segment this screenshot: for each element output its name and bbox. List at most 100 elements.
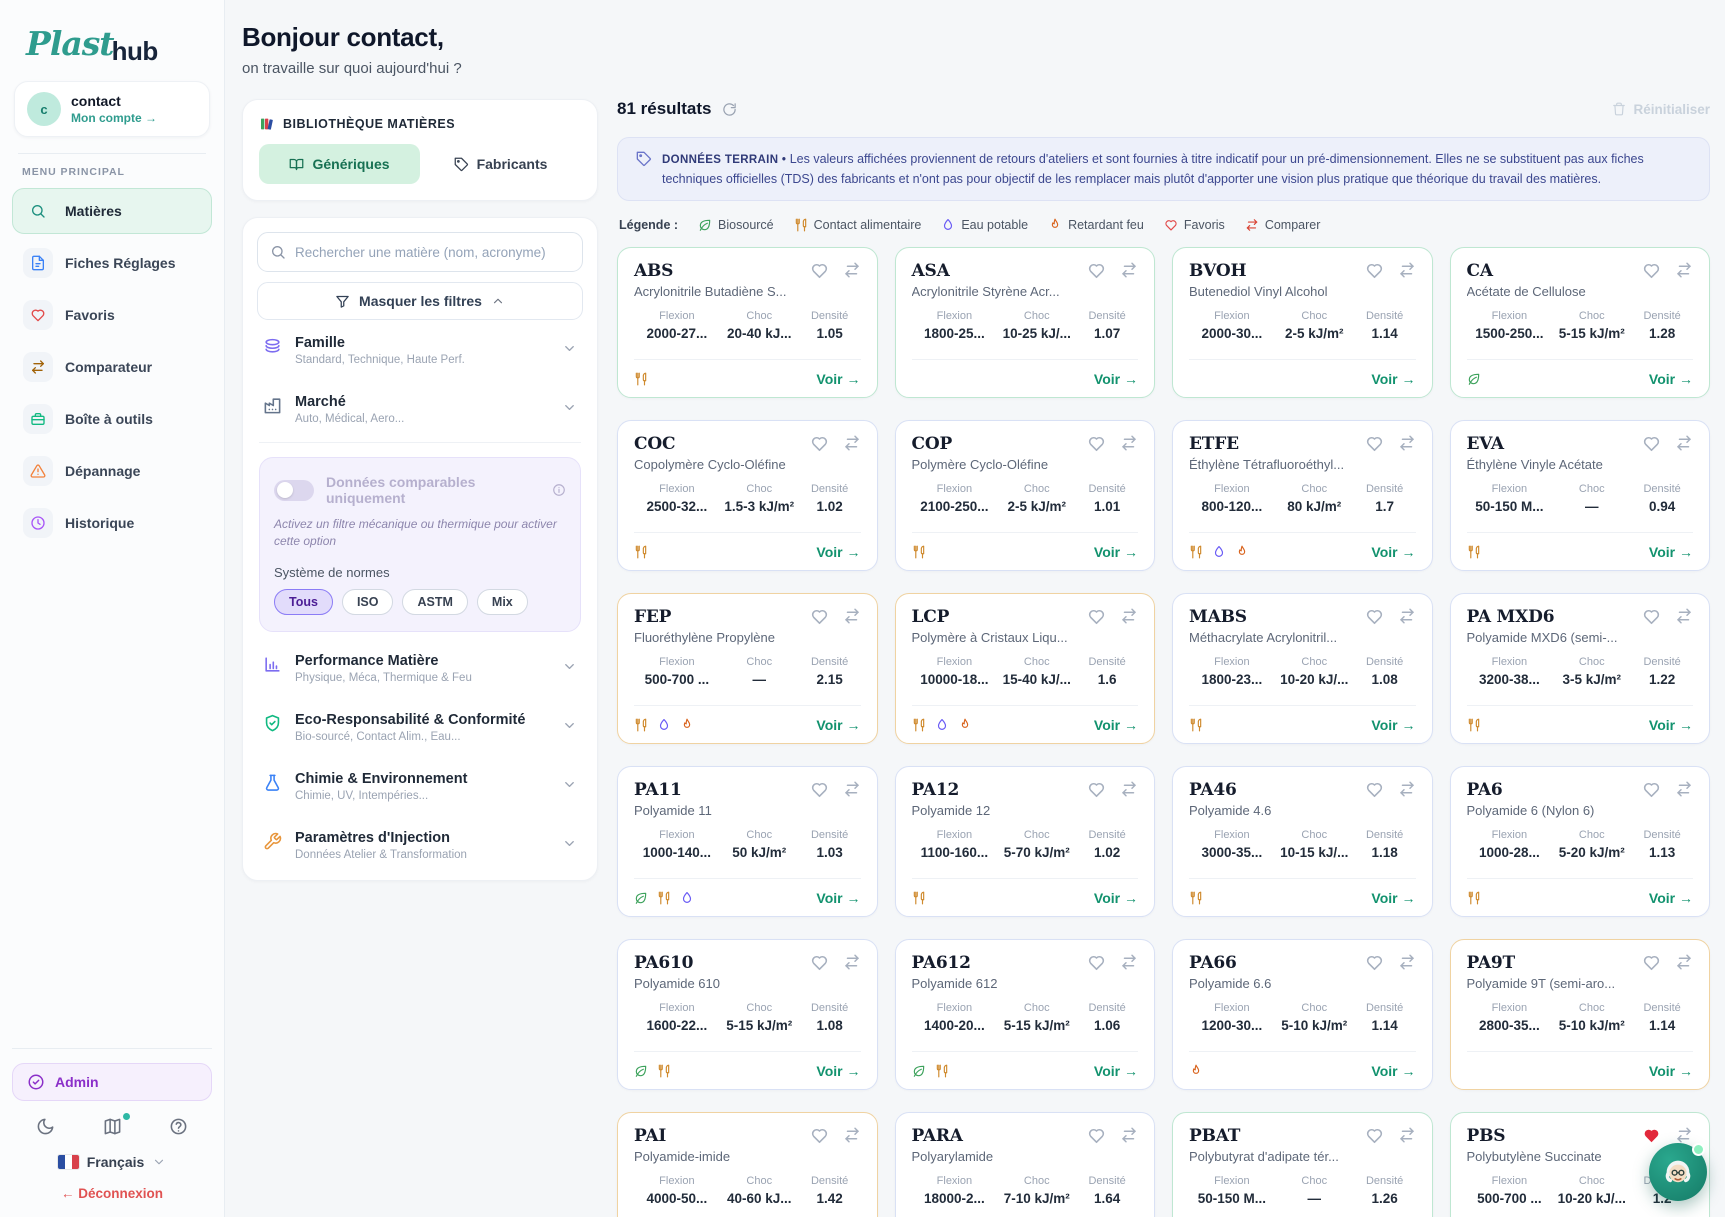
compare-icon[interactable] <box>1675 953 1693 972</box>
material-card-eva[interactable]: EVA Éthylène Vinyle Acétate Flexion 50-150 … <box>1449 420 1710 572</box>
sidebar-item-comparateur[interactable]: Comparateur <box>12 344 212 390</box>
logout-link[interactable]: ← Déconnexion <box>60 1186 163 1201</box>
compare-icon[interactable] <box>1398 780 1416 799</box>
material-card-pa610[interactable]: PA610 Polyamide 610 Flexion 1600-22... Choc 5… <box>617 939 878 1091</box>
admin-button[interactable]: Admin <box>12 1063 212 1101</box>
compare-icon[interactable] <box>1675 434 1693 453</box>
help-icon[interactable] <box>169 1117 188 1136</box>
favorite-heart-icon[interactable] <box>810 434 829 453</box>
material-card-pa6[interactable]: PA6 Polyamide 6 (Nylon 6) Flexion 1000-28..… <box>1449 766 1710 918</box>
material-card-abs[interactable]: ABS Acrylonitrile Butadiène S... Flexion 20… <box>617 247 878 399</box>
material-card-lcp[interactable]: LCP Polymère à Cristaux Liqu... Flexion 100… <box>894 593 1155 745</box>
view-link[interactable]: Voir → <box>1371 543 1416 560</box>
sidebar-item-fiches-r-glages[interactable]: Fiches Réglages <box>12 240 212 286</box>
view-link[interactable]: Voir → <box>1093 889 1138 906</box>
compare-icon[interactable] <box>1120 780 1138 799</box>
my-account-link[interactable]: Mon compte → <box>71 110 157 125</box>
material-card-pa66[interactable]: PA66 Polyamide 6.6 Flexion 1200-30... Choc 5-… <box>1172 939 1433 1091</box>
compare-icon[interactable] <box>843 434 861 453</box>
compare-icon[interactable] <box>1398 261 1416 280</box>
compare-icon[interactable] <box>1398 1126 1416 1145</box>
material-card-mabs[interactable]: MABS Méthacrylate Acrylonitril... Flexion 1… <box>1172 593 1433 745</box>
favorite-heart-icon[interactable] <box>1642 607 1661 626</box>
compare-icon[interactable] <box>1398 953 1416 972</box>
compare-icon[interactable] <box>1120 953 1138 972</box>
favorite-heart-icon[interactable] <box>1087 953 1106 972</box>
material-card-asa[interactable]: ASA Acrylonitrile Styrène Acr... Flexion 18… <box>894 247 1155 399</box>
view-link[interactable]: Voir → <box>1371 370 1416 387</box>
favorite-heart-icon[interactable] <box>1087 780 1106 799</box>
view-link[interactable]: Voir → <box>1648 1062 1693 1079</box>
norm-pill-mix[interactable]: Mix <box>476 588 528 615</box>
favorite-heart-icon[interactable] <box>1365 953 1384 972</box>
refresh-icon[interactable] <box>722 102 737 117</box>
material-card-pa46[interactable]: PA46 Polyamide 4.6 Flexion 3000-35... Choc 10… <box>1172 766 1433 918</box>
favorite-heart-icon[interactable] <box>1642 780 1661 799</box>
material-card-para[interactable]: PARA Polyarylamide Flexion 18000-2... Choc 7-… <box>894 1112 1155 1217</box>
view-link[interactable]: Voir → <box>1371 889 1416 906</box>
view-link[interactable]: Voir → <box>1648 889 1693 906</box>
norm-pill-tous[interactable]: Tous <box>274 588 333 615</box>
favorite-heart-icon[interactable] <box>1642 1126 1661 1145</box>
material-card-pa-mxd6[interactable]: PA MXD6 Polyamide MXD6 (semi-... Flexion 32… <box>1449 593 1710 745</box>
favorite-heart-icon[interactable] <box>1365 1126 1384 1145</box>
compare-icon[interactable] <box>843 261 861 280</box>
norm-pill-iso[interactable]: ISO <box>341 588 394 615</box>
favorite-heart-icon[interactable] <box>1642 261 1661 280</box>
favorite-heart-icon[interactable] <box>1365 780 1384 799</box>
favorite-heart-icon[interactable] <box>1087 261 1106 280</box>
favorite-heart-icon[interactable] <box>1642 953 1661 972</box>
view-link[interactable]: Voir → <box>1093 1062 1138 1079</box>
favorite-heart-icon[interactable] <box>1087 1126 1106 1145</box>
search-input[interactable] <box>295 244 570 260</box>
favorite-heart-icon[interactable] <box>810 1126 829 1145</box>
sidebar-item-mati-res[interactable]: Matières <box>12 188 212 234</box>
view-link[interactable]: Voir → <box>816 716 861 733</box>
language-selector[interactable]: Français <box>12 1140 212 1174</box>
compare-icon[interactable] <box>1120 1126 1138 1145</box>
user-account-card[interactable]: c contact Mon compte → <box>14 81 210 137</box>
tab-génériques[interactable]: Génériques <box>259 144 420 184</box>
material-card-coc[interactable]: COC Copolymère Cyclo-Oléfine Flexion 2500-3… <box>617 420 878 572</box>
dark-mode-icon[interactable] <box>36 1117 55 1136</box>
hide-filters-button[interactable]: Masquer les filtres <box>257 282 583 320</box>
compare-icon[interactable] <box>1675 1126 1693 1145</box>
map-icon[interactable] <box>103 1113 130 1136</box>
filter-section-famille[interactable]: Famille Standard, Technique, Haute Perf. <box>257 320 583 379</box>
filter-section-chimie-environnement[interactable]: Chimie & Environnement Chimie, UV, Intemp… <box>257 756 583 815</box>
view-link[interactable]: Voir → <box>816 370 861 387</box>
reset-button[interactable]: Réinitialiser <box>1612 102 1710 117</box>
material-card-ca[interactable]: CA Acétate de Cellulose Flexion 1500-250...… <box>1449 247 1710 399</box>
favorite-heart-icon[interactable] <box>1365 607 1384 626</box>
sidebar-item-bo-te-outils[interactable]: Boîte à outils <box>12 396 212 442</box>
material-card-fep[interactable]: FEP Fluoréthylène Propylène Flexion 500-700… <box>617 593 878 745</box>
favorite-heart-icon[interactable] <box>1365 261 1384 280</box>
compare-icon[interactable] <box>1398 607 1416 626</box>
view-link[interactable]: Voir → <box>1093 370 1138 387</box>
compare-icon[interactable] <box>843 607 861 626</box>
material-card-pai[interactable]: PAI Polyamide-imide Flexion 4000-50... Choc 4… <box>617 1112 878 1217</box>
view-link[interactable]: Voir → <box>1371 1062 1416 1079</box>
favorite-heart-icon[interactable] <box>810 261 829 280</box>
compare-icon[interactable] <box>843 953 861 972</box>
sidebar-item-historique[interactable]: Historique <box>12 500 212 546</box>
view-link[interactable]: Voir → <box>816 889 861 906</box>
material-card-bvoh[interactable]: BVOH Butenediol Vinyl Alcohol Flexion 2000-… <box>1172 247 1433 399</box>
filter-section-eco-responsabilit-conformit-[interactable]: Eco-Responsabilité & Conformité Bio-sourc… <box>257 697 583 756</box>
view-link[interactable]: Voir → <box>1648 716 1693 733</box>
material-card-pa12[interactable]: PA12 Polyamide 12 Flexion 1100-160... Choc 5-… <box>894 766 1155 918</box>
favorite-heart-icon[interactable] <box>1087 434 1106 453</box>
comparable-toggle[interactable] <box>274 479 314 501</box>
filter-section-performance-mati-re[interactable]: Performance Matière Physique, Méca, Therm… <box>257 638 583 697</box>
compare-icon[interactable] <box>1120 261 1138 280</box>
norm-pill-astm[interactable]: ASTM <box>402 588 468 615</box>
filter-section-param-tres-d-injection[interactable]: Paramètres d'Injection Données Atelier & … <box>257 815 583 874</box>
material-card-pa612[interactable]: PA612 Polyamide 612 Flexion 1400-20... Choc 5… <box>894 939 1155 1091</box>
material-card-pa9t[interactable]: PA9T Polyamide 9T (semi-aro... Flexion 2800… <box>1449 939 1710 1091</box>
assistant-fab-button[interactable] <box>1649 1143 1707 1201</box>
favorite-heart-icon[interactable] <box>1642 434 1661 453</box>
view-link[interactable]: Voir → <box>1093 543 1138 560</box>
favorite-heart-icon[interactable] <box>810 780 829 799</box>
favorite-heart-icon[interactable] <box>1365 434 1384 453</box>
sidebar-item-favoris[interactable]: Favoris <box>12 292 212 338</box>
